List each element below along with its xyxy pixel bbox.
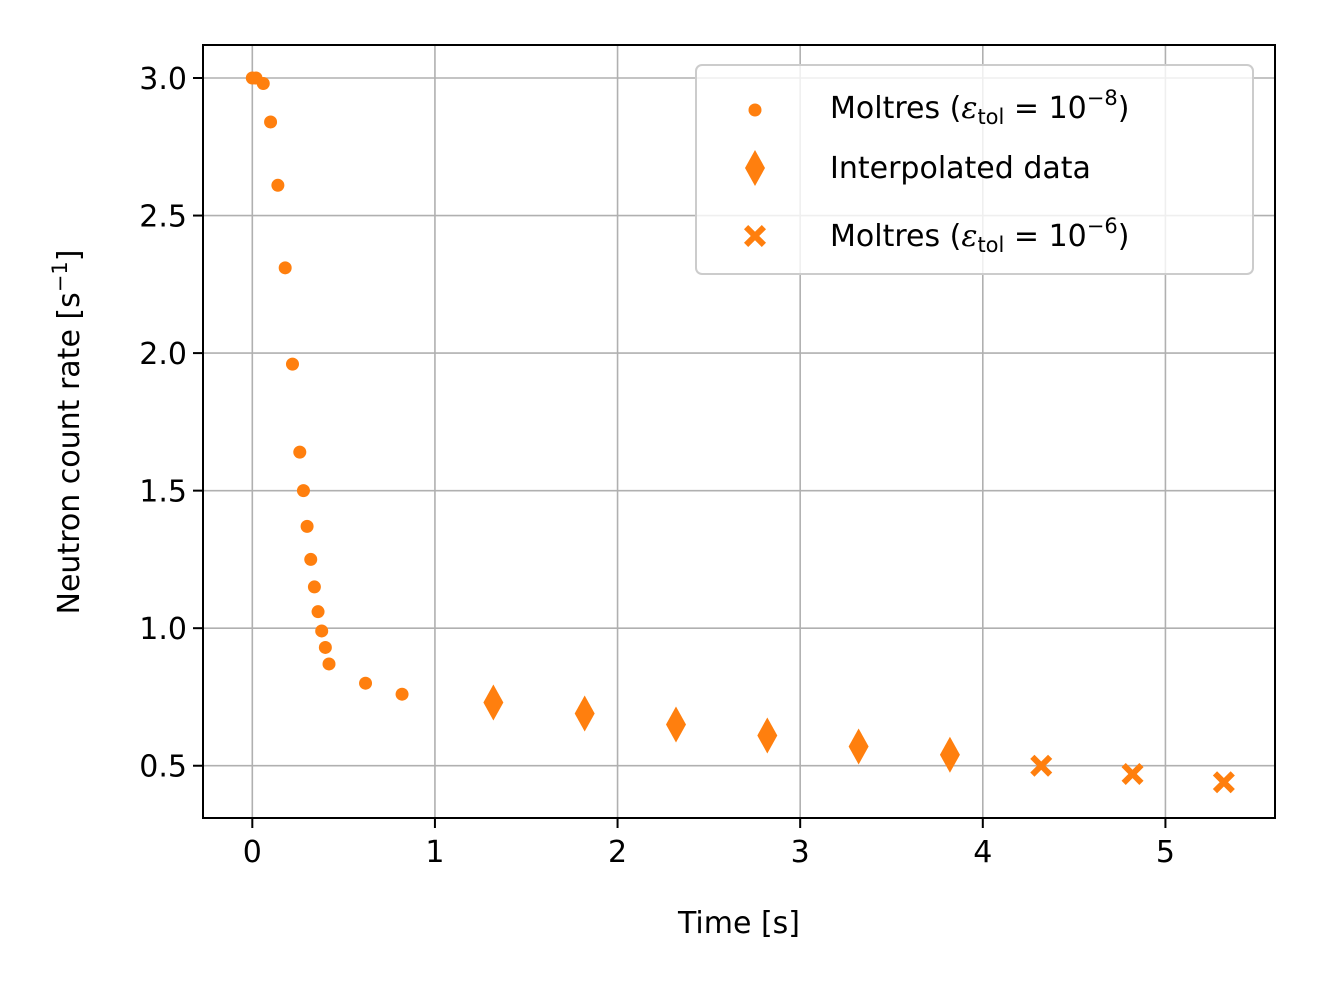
legend: Moltres (εtol = 10−8) Interpolated data … <box>695 64 1254 275</box>
legend-label-interpolated: Interpolated data <box>830 151 1091 186</box>
data-point <box>300 519 314 533</box>
data-point <box>307 580 321 594</box>
ticks: 0 1 2 3 4 5 0.5 1.0 1.5 2.0 2.5 3.0 <box>139 62 1175 870</box>
data-point <box>395 687 409 701</box>
y-tick-label: 1.5 <box>139 475 187 510</box>
data-point <box>285 357 299 371</box>
data-point <box>322 657 336 671</box>
y-axis-label-exponent: −1 <box>48 261 72 292</box>
x-tick-label: 2 <box>608 835 627 870</box>
data-point <box>665 706 686 743</box>
legend-entry-interpolated: Interpolated data <box>745 150 1091 186</box>
legend-marker-moltres-1e8 <box>748 103 762 117</box>
data-point <box>304 552 318 566</box>
data-point <box>264 115 278 129</box>
legend-marker-moltres-1e6 <box>744 225 766 247</box>
y-tick-label: 2.0 <box>139 337 187 372</box>
data-point <box>939 736 960 773</box>
y-axis-label-main: Neutron count rate [s <box>52 292 87 614</box>
data-point <box>483 684 504 721</box>
legend-label-moltres-1e8: Moltres (εtol = 10−8) <box>830 86 1129 129</box>
data-point <box>311 605 325 619</box>
legend-entry-moltres-1e8: Moltres (εtol = 10−8) <box>748 86 1129 129</box>
legend-box <box>695 64 1254 275</box>
data-point <box>574 695 595 732</box>
data-point <box>271 178 285 192</box>
data-point <box>318 640 332 654</box>
data-point <box>1030 754 1053 777</box>
legend-label-moltres-1e6: Moltres (εtol = 10−6) <box>830 214 1129 257</box>
x-tick-label: 5 <box>1156 835 1175 870</box>
data-point <box>1212 771 1235 794</box>
legend-marker-interpolated <box>745 150 765 186</box>
x-tick-label: 0 <box>243 835 262 870</box>
y-tick-label: 0.5 <box>139 750 187 785</box>
x-tick-label: 4 <box>973 835 992 870</box>
series-moltres-1e6 <box>1030 754 1235 794</box>
x-tick-label: 3 <box>791 835 810 870</box>
data-point <box>296 484 310 498</box>
plot-frame <box>202 44 1276 819</box>
y-tick-label: 2.5 <box>139 200 187 235</box>
x-tick-label: 1 <box>425 835 444 870</box>
data-point <box>293 445 307 459</box>
data-point <box>359 676 373 690</box>
data-point <box>757 717 778 754</box>
data-point <box>256 77 270 91</box>
data-point <box>278 261 292 275</box>
series-interpolated <box>483 684 960 773</box>
x-axis-label: Time [s] <box>677 906 800 941</box>
y-tick-label: 3.0 <box>139 62 187 97</box>
data-point <box>315 624 329 638</box>
legend-entry-moltres-1e6: Moltres (εtol = 10−6) <box>744 214 1129 257</box>
y-axis-label: Neutron count rate [s−1] <box>48 250 87 615</box>
data-points <box>245 71 1235 794</box>
series-moltres-1e8 <box>245 71 409 701</box>
y-tick-label: 1.0 <box>139 612 187 647</box>
data-point <box>1121 762 1144 785</box>
data-point <box>848 728 869 765</box>
y-axis-label-close: ] <box>52 250 87 262</box>
